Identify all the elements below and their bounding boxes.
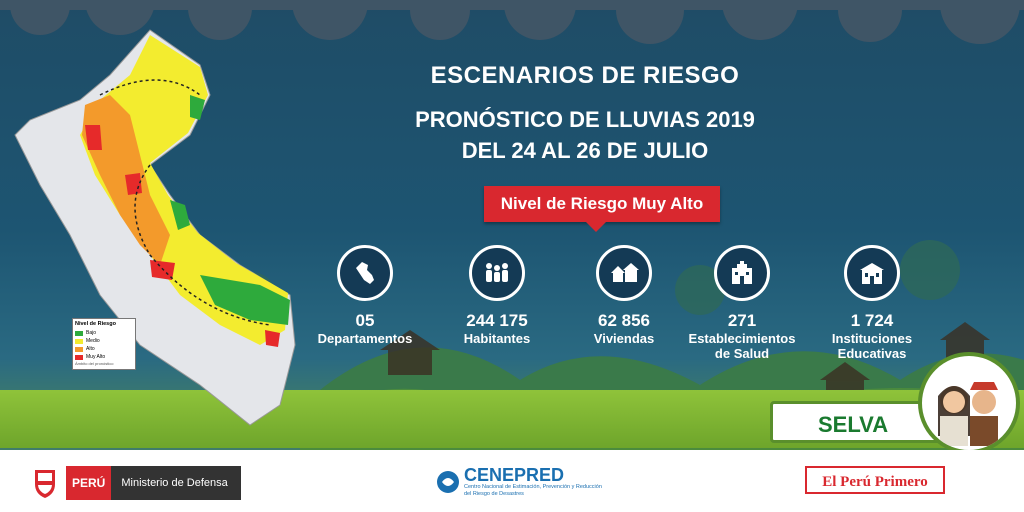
stat-instituciones-educativas: 1 724 Instituciones Educativas [812,245,932,361]
stat-label-2: Educativas [837,346,907,361]
stat-value: 05 [355,311,375,330]
legend-item: Muy Alto [75,353,133,361]
cenepred-emblem-icon [437,471,459,493]
page-title: ESCENARIOS DE RIESGO [430,62,740,89]
legend-title: Nivel de Riesgo [75,321,116,327]
legend-item: Medio [75,337,133,345]
legend-item: Alto [75,345,133,353]
stat-habitantes: 244 175 Habitantes [437,245,557,346]
slogan-logo: El Perú Primero [805,466,945,494]
ministry-logo: PERÚ Ministerio de Defensa [28,466,242,500]
hospital-icon [714,245,770,301]
stat-label: Instituciones [831,331,913,346]
peru-map-icon [337,245,393,301]
school-icon [844,245,900,301]
subtitle-line-1: PRONÓSTICO DE LLUVIAS 2019 [415,107,755,132]
stat-departamentos: 05 Departamentos [305,245,425,346]
people-icon [469,245,525,301]
stat-label: Departamentos [317,331,413,346]
legend-note: Ámbito del pronóstico [75,361,114,366]
stat-label-2: de Salud [714,346,770,361]
stat-viviendas: 62 856 Viviendas [564,245,684,346]
cenepred-logo: CENEPRED Centro Nacional de Estimación, … [436,466,604,498]
stat-label: Viviendas [593,331,655,346]
stat-value: 1 724 [850,311,894,330]
subtitle-line-2: DEL 24 AL 26 DE JULIO [461,138,709,163]
stat-establecimientos-salud: 271 Establecimientos de Salud [682,245,802,361]
stat-value: 244 175 [466,311,528,330]
stat-label: Habitantes [463,331,531,346]
risk-level-badge: Nivel de Riesgo Muy Alto [484,186,720,232]
stat-value: 62 856 [598,311,650,330]
cenepred-name: CENEPRED [464,465,565,485]
amazon-people-avatar [918,352,1020,454]
peru-label: PERÚ [66,466,112,500]
legend-item: Bajo [75,329,133,337]
houses-icon [596,245,652,301]
peru-risk-map [14,29,296,426]
stat-value: 271 [727,311,757,330]
cenepred-description: Centro Nacional de Estimación, Prevenció… [464,484,602,497]
coat-of-arms-icon [28,466,62,500]
page-subtitle: PRONÓSTICO DE LLUVIAS 2019 DEL 24 AL 26 … [400,104,770,166]
stat-label: Establecimientos [688,331,796,346]
storm-clouds [0,0,1024,44]
ministry-label: Ministerio de Defensa [111,466,242,500]
map-legend: Nivel de Riesgo Bajo Medio Alto Muy Alto… [72,318,136,370]
